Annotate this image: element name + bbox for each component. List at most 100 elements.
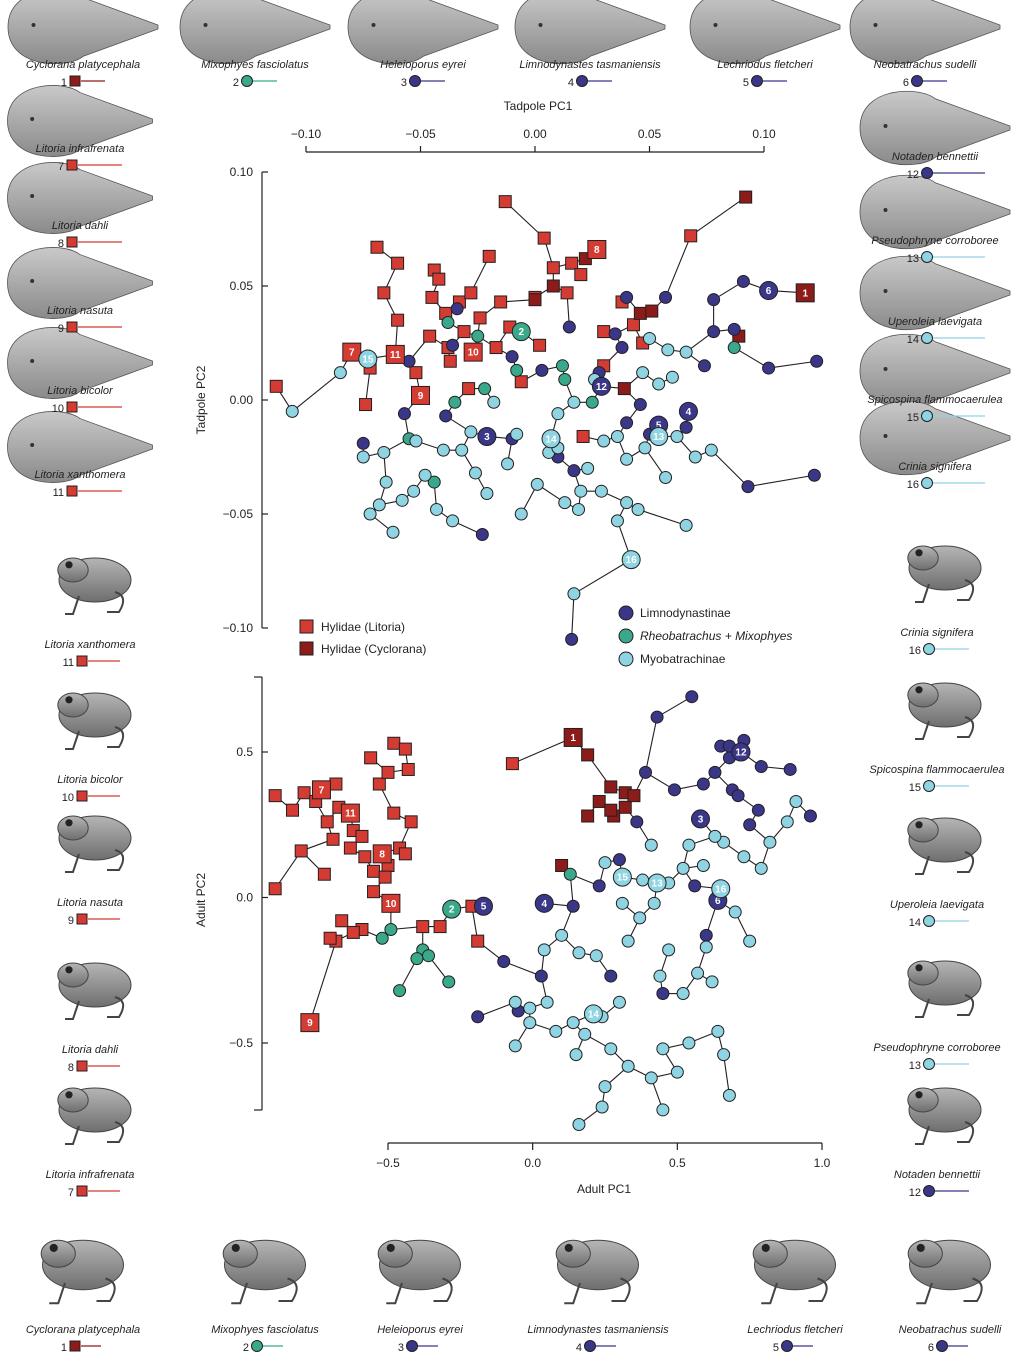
adult-y-axis: 0.5 0.0 −0.5: [229, 676, 268, 1111]
tadpole-y-axis-label: Tadpole PC2: [194, 365, 208, 434]
adult-point: [644, 1071, 658, 1085]
adult-point: [555, 858, 569, 872]
tadpole-point: [443, 354, 457, 368]
species-captions: Cyclorana platycephala 1 Mixophyes fasciol…: [26, 59, 1005, 1353]
adult-point: [355, 829, 369, 843]
species-marker: [76, 1060, 88, 1072]
adult-point: [696, 858, 710, 872]
species-marker: [923, 1185, 935, 1197]
adult-point: [803, 809, 817, 823]
tadpole-point: [810, 354, 824, 368]
tadpole-point: [633, 306, 647, 320]
adult-branch: [309, 940, 337, 1023]
tadpole-labeled-point: [511, 322, 531, 342]
tadpole-point: [684, 229, 698, 243]
species-name: Uperoleia laevigata: [888, 316, 982, 328]
legend-swatch-litoria: [299, 619, 314, 634]
tadpole-point: [597, 325, 611, 339]
adult-point: [728, 905, 742, 919]
tadpole-point: [409, 366, 423, 380]
adult-point: [636, 873, 650, 887]
adult-point: [615, 896, 629, 910]
adult-point: [572, 1117, 586, 1131]
tadpole-point: [530, 477, 544, 491]
species-number: 7: [58, 161, 64, 173]
species-number: 12: [907, 169, 919, 181]
tadpole-point: [636, 366, 650, 380]
tadpole-point: [537, 231, 551, 245]
adult-point: [612, 853, 626, 867]
adult-point: [367, 885, 381, 899]
adult-point: [604, 1042, 618, 1056]
tadpole-drawing: [7, 411, 153, 483]
tadpole-point: [574, 484, 588, 498]
tadpole-point: [739, 190, 753, 204]
tadpole-point: [478, 382, 492, 396]
species-marker: [576, 75, 588, 87]
tadpole-point-label: 6: [766, 286, 772, 297]
tadpole-point-label: 8: [594, 245, 600, 256]
adult-point: [696, 777, 710, 791]
adult-point: [685, 690, 699, 704]
species-name: Cyclorana platycephala: [26, 59, 140, 71]
species-number: 13: [907, 253, 919, 265]
tadpole-point: [594, 484, 608, 498]
tadpole-point: [425, 290, 439, 304]
adult-point: [711, 1024, 725, 1038]
adult-point: [592, 879, 606, 893]
tadpole-point: [471, 329, 485, 343]
tadpole-point: [475, 528, 489, 542]
species-number: 7: [68, 1187, 74, 1199]
frog-drawing: [555, 1239, 639, 1305]
tadpole-point-label: 9: [418, 391, 424, 402]
species-marker: [69, 1340, 81, 1352]
species-marker: [911, 75, 923, 87]
adult-labeled-point: [372, 844, 392, 864]
tadpole-labeled-point: [591, 376, 611, 396]
tadpole-point: [736, 274, 750, 288]
species-marker: [241, 75, 253, 87]
adult-point: [364, 751, 378, 765]
adult-point-label: 2: [449, 905, 455, 916]
species-name: Litoria nasuta: [47, 305, 113, 317]
tadpole-point-label: 11: [390, 350, 401, 361]
tadpole-point: [661, 343, 675, 357]
tadpole-point-label: 13: [653, 432, 665, 443]
tadpole-point-label: 14: [545, 434, 557, 445]
tadpole-point-label: 5: [656, 421, 662, 432]
species-number: 11: [63, 657, 74, 669]
tadpole-point: [546, 279, 560, 293]
adult-point: [656, 1103, 670, 1117]
species-marker: [923, 1058, 935, 1070]
tadpole-y-tick-label: 0.00: [230, 393, 254, 407]
tadpole-labeled-point: [477, 426, 497, 446]
tadpole-point: [391, 313, 405, 327]
adult-point: [317, 867, 331, 881]
adult-point: [343, 841, 357, 855]
species-number: 4: [576, 1342, 582, 1353]
adult-point: [323, 931, 337, 945]
adult-point: [566, 899, 580, 913]
adult-point: [682, 838, 696, 852]
adult-point: [743, 934, 757, 948]
tadpole-labeled-point: [342, 342, 362, 362]
species-name: Litoria infrafrenata: [36, 143, 125, 155]
tadpole-labeled-point: [678, 401, 698, 421]
tadpole-x-tick-label: 0.00: [523, 127, 547, 141]
adult-point-label: 6: [715, 896, 721, 907]
frog-drawing: [907, 817, 982, 875]
tadpole-y-tick-label: −0.10: [223, 621, 254, 635]
frog-drawing: [40, 1239, 124, 1305]
adult-point: [505, 757, 519, 771]
tadpole-point: [615, 341, 629, 355]
tadpole-point: [533, 338, 547, 352]
adult-point: [743, 818, 757, 832]
adult-point: [633, 911, 647, 925]
species-marker: [781, 1340, 793, 1352]
tadpole-point: [407, 484, 421, 498]
adult-point: [589, 949, 603, 963]
species-name: Mixophyes fasciolatus: [211, 1324, 319, 1336]
tadpole-point: [610, 429, 624, 443]
tadpole-point: [356, 450, 370, 464]
